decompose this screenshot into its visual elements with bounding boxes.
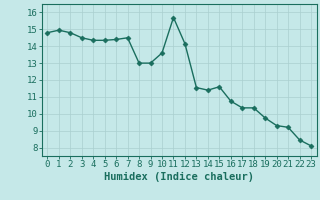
X-axis label: Humidex (Indice chaleur): Humidex (Indice chaleur) <box>104 172 254 182</box>
